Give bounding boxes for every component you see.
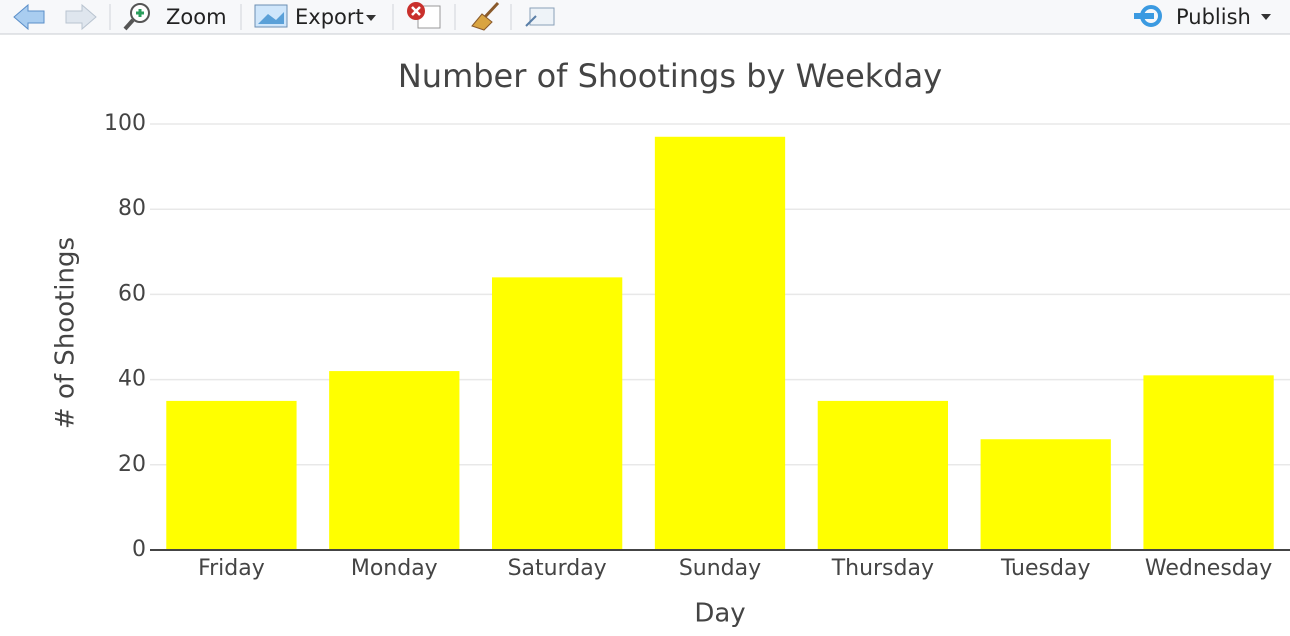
y-tick-label: 40 xyxy=(118,367,146,392)
chart-title: Number of Shootings by Weekday xyxy=(398,57,942,95)
bar xyxy=(817,400,948,550)
zoom-label: Zoom xyxy=(166,5,227,29)
x-tick-label: Tuesday xyxy=(1000,556,1091,581)
x-tick-label: Wednesday xyxy=(1145,556,1272,581)
remove-button[interactable] xyxy=(407,2,441,29)
y-tick-label: 100 xyxy=(104,111,146,136)
bar xyxy=(166,400,297,550)
bar xyxy=(980,439,1111,550)
export-label: Export xyxy=(295,5,364,29)
publish-button[interactable]: Publish xyxy=(1134,5,1271,29)
zoom-button[interactable]: Zoom xyxy=(123,3,227,31)
export-button[interactable]: Export xyxy=(254,4,376,29)
bar xyxy=(492,277,623,550)
x-tick-label: Saturday xyxy=(508,556,607,581)
x-tick-label: Thursday xyxy=(831,556,934,581)
popout-button[interactable] xyxy=(525,7,555,27)
y-tick-label: 80 xyxy=(118,196,146,221)
x-tick-label: Friday xyxy=(198,556,265,581)
toolbar xyxy=(0,0,1290,34)
bar xyxy=(329,371,460,550)
y-tick-label: 60 xyxy=(118,281,146,306)
bar xyxy=(1143,375,1274,550)
x-axis-title: Day xyxy=(694,599,745,629)
x-tick-label: Monday xyxy=(351,556,438,581)
back-button[interactable] xyxy=(13,3,45,31)
y-axis-title: # of Shootings xyxy=(51,237,81,429)
clear-button[interactable] xyxy=(471,1,500,31)
y-tick-label: 0 xyxy=(132,537,146,562)
forward-button[interactable] xyxy=(65,3,97,31)
bar xyxy=(654,136,786,550)
y-tick-label: 20 xyxy=(118,452,146,477)
x-tick-label: Sunday xyxy=(679,556,761,581)
publish-label: Publish xyxy=(1176,5,1251,29)
